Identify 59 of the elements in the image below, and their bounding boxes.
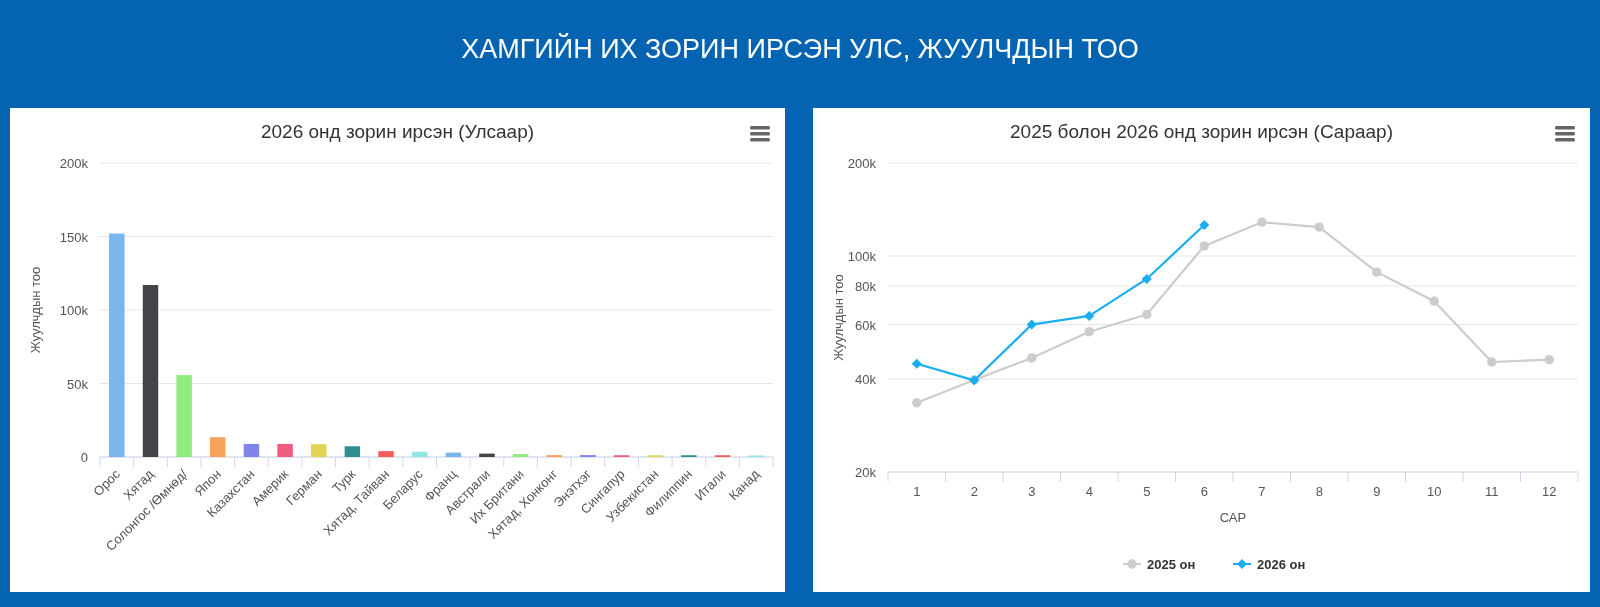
- point: [1084, 310, 1095, 321]
- x-tick-label: 3: [1028, 484, 1036, 499]
- y-tick-label: 200k: [59, 156, 89, 171]
- x-tick-label: 5: [1143, 484, 1151, 499]
- bar: [310, 444, 327, 457]
- bar: [479, 453, 495, 457]
- point: [912, 398, 922, 408]
- bar: [210, 437, 226, 457]
- x-tick-label: 12: [1542, 484, 1557, 499]
- y-tick-label: 50k: [67, 376, 89, 392]
- point: [1257, 217, 1267, 227]
- x-tick-label: 6: [1200, 484, 1208, 499]
- point: [1544, 354, 1554, 365]
- point: [1141, 273, 1152, 284]
- chart-title: 2026 онд зорин ирсэн (Улсаар): [260, 121, 535, 142]
- x-tick-label: 1: [913, 484, 921, 499]
- x-tick-label: 9: [1373, 484, 1381, 499]
- point: [1026, 319, 1037, 330]
- bar: [277, 443, 293, 457]
- bar: [344, 446, 361, 457]
- point: [1142, 309, 1152, 320]
- y-tick-label: 100k: [847, 249, 877, 265]
- y-axis-title: Жуулчдын тоо: [28, 266, 43, 354]
- y-tick-label: 100k: [59, 303, 89, 318]
- point: [1487, 357, 1497, 367]
- legend-label: 2026 он: [1257, 557, 1306, 572]
- bar: [142, 285, 159, 457]
- point: [1372, 267, 1382, 277]
- point: [1314, 222, 1324, 232]
- x-tick-label: 7: [1258, 484, 1266, 499]
- bar: [243, 443, 260, 457]
- chart-title: 2025 болон 2026 онд зорин ирсэн (Сараар): [1010, 121, 1393, 142]
- y-tick-label: 80k: [855, 278, 877, 294]
- y-axis-title: Жуулчдын тоо: [831, 274, 846, 361]
- point: [1199, 220, 1210, 230]
- y-tick-label: 150k: [59, 229, 89, 245]
- point: [1199, 241, 1209, 251]
- x-tick-label: 10: [1427, 484, 1442, 499]
- x-axis-title: САР: [1219, 510, 1247, 525]
- bar: [176, 375, 192, 457]
- y-tick-label: 200k: [847, 156, 877, 171]
- text: ХАМГИЙН ИХ ЗОРИН ИРСЭН УЛС, ЖУУЛЧДЫН ТОО: [461, 33, 1139, 64]
- x-tick-label: 2: [970, 484, 978, 499]
- point: [1027, 353, 1037, 363]
- point: [1429, 296, 1439, 306]
- y-tick-label: 20k: [855, 465, 877, 480]
- bar: [512, 454, 529, 457]
- bar: [378, 451, 394, 457]
- y-tick-label: 40k: [855, 371, 877, 387]
- x-tick-label: 8: [1315, 484, 1323, 499]
- x-tick-label: 11: [1485, 484, 1499, 499]
- y-tick-label: 60k: [855, 317, 877, 333]
- point: [1084, 326, 1094, 337]
- point: [911, 358, 922, 369]
- y-tick-label: 0: [80, 450, 88, 465]
- x-tick-label: 4: [1085, 484, 1093, 499]
- bar: [109, 233, 125, 457]
- legend-label: 2025 он: [1147, 557, 1196, 572]
- bar: [411, 451, 428, 457]
